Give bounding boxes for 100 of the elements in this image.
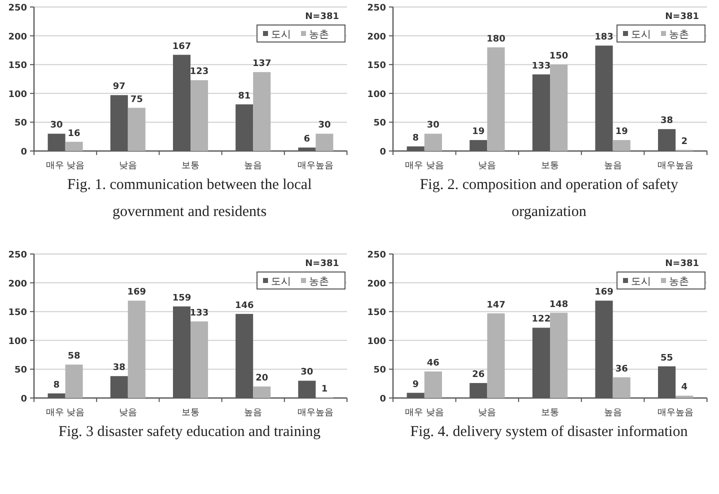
data-label: 30 [50, 120, 63, 131]
text: Fig. 1. communication between the local government and residents [66, 176, 313, 222]
bar [612, 140, 630, 151]
bar [190, 321, 208, 398]
y-tick-label: 150 [367, 308, 386, 318]
annotation: N=381 [305, 259, 339, 269]
data-label: 30 [318, 120, 331, 131]
x-tick-label: 보통 [182, 161, 200, 171]
bar [128, 108, 146, 151]
x-tick-label: 낮음 [118, 161, 137, 171]
bar [190, 80, 208, 151]
data-label: 19 [472, 127, 485, 138]
text: Fig. 3 disaster safety education and training [57, 423, 322, 442]
bar [424, 372, 442, 398]
x-tick-label: 매우높음 [298, 408, 334, 418]
legend-label: 농촌 [669, 30, 689, 40]
x-tick-label: 보통 [541, 408, 559, 418]
y-tick-label: 100 [367, 336, 386, 347]
annotation: N=381 [665, 12, 699, 22]
legend-label: 도시 [631, 276, 651, 288]
x-tick-label: 매우 낮음 [404, 408, 444, 418]
data-label: 150 [549, 52, 568, 62]
data-label: 9 [412, 380, 419, 390]
bar [128, 300, 146, 398]
y-tick-label: 50 [373, 366, 386, 376]
data-label: 1 [321, 384, 328, 394]
y-tick-label: 50 [373, 118, 386, 129]
data-label: 123 [190, 67, 209, 78]
data-label: 169 [127, 288, 146, 298]
data-label: 16 [68, 128, 80, 139]
legend-label: 도시 [271, 276, 291, 288]
y-tick-label: 250 [367, 250, 386, 260]
bar [65, 364, 83, 398]
annotation: N=381 [665, 259, 699, 269]
data-label: 133 [190, 308, 209, 318]
x-tick-label: 매우높음 [658, 161, 694, 171]
bar [65, 142, 83, 151]
legend-label: 도시 [271, 30, 291, 40]
x-tick-label: 낮음 [118, 408, 137, 418]
x-tick-label: 매우높음 [658, 408, 694, 418]
y-tick-label: 200 [8, 32, 27, 42]
x-tick-label: 매우 낮음 [46, 161, 85, 171]
data-label: 58 [68, 352, 80, 362]
bar [424, 134, 442, 151]
data-label: 8 [412, 133, 419, 144]
bar [612, 377, 630, 398]
legend-label: 농촌 [669, 276, 689, 288]
y-tick-label: 150 [8, 61, 27, 72]
y-tick-label: 250 [367, 4, 386, 14]
data-label: 36 [615, 364, 628, 374]
x-tick-label: 보통 [182, 408, 200, 418]
data-label: 19 [615, 127, 628, 138]
data-label: 148 [549, 300, 568, 310]
y-tick-label: 100 [367, 90, 386, 100]
bar [316, 134, 334, 151]
y-tick-label: 200 [8, 279, 27, 290]
y-tick-label: 50 [14, 366, 27, 376]
y-tick-label: 0 [20, 148, 27, 158]
y-tick-label: 150 [367, 61, 386, 72]
bar [487, 313, 505, 398]
data-label: 26 [472, 370, 485, 380]
y-tick-label: 100 [8, 90, 27, 100]
y-tick-label: 150 [8, 308, 27, 318]
bar [253, 386, 271, 398]
data-label: 169 [594, 288, 614, 298]
y-tick-label: 100 [8, 336, 27, 347]
x-tick-label: 높음 [604, 161, 622, 171]
y-tick-label: 250 [8, 250, 27, 260]
x-tick-label: 높음 [244, 161, 262, 171]
y-tick-label: 50 [14, 118, 27, 129]
data-label: 97 [112, 82, 126, 92]
data-label: 55 [660, 353, 674, 364]
data-label: 167 [172, 42, 192, 52]
data-label: 137 [252, 59, 272, 70]
data-label: 20 [256, 373, 268, 384]
x-tick-label: 낮음 [478, 408, 496, 418]
data-label: 30 [300, 368, 314, 378]
data-label: 38 [660, 116, 674, 126]
bar [550, 312, 568, 398]
data-label: 6 [304, 134, 310, 145]
bar [550, 64, 568, 151]
y-tick-label: 0 [380, 394, 386, 404]
y-tick-label: 0 [20, 394, 27, 404]
data-label: 4 [681, 382, 688, 393]
legend-label: 농촌 [309, 276, 329, 288]
bar [487, 47, 505, 151]
annotation: N=381 [305, 12, 339, 22]
y-tick-label: 0 [380, 148, 386, 158]
data-label: 180 [486, 34, 506, 44]
y-tick-label: 200 [367, 279, 386, 290]
bar [253, 72, 271, 151]
data-label: 2 [681, 136, 688, 147]
x-tick-label: 매우 낮음 [404, 161, 444, 171]
data-label: 81 [238, 91, 251, 102]
data-label: 38 [112, 363, 126, 374]
legend-label: 도시 [631, 30, 651, 40]
data-label: 146 [234, 300, 254, 311]
x-tick-label: 낮음 [478, 161, 496, 171]
data-label: 46 [426, 358, 440, 369]
data-label: 30 [426, 120, 440, 131]
